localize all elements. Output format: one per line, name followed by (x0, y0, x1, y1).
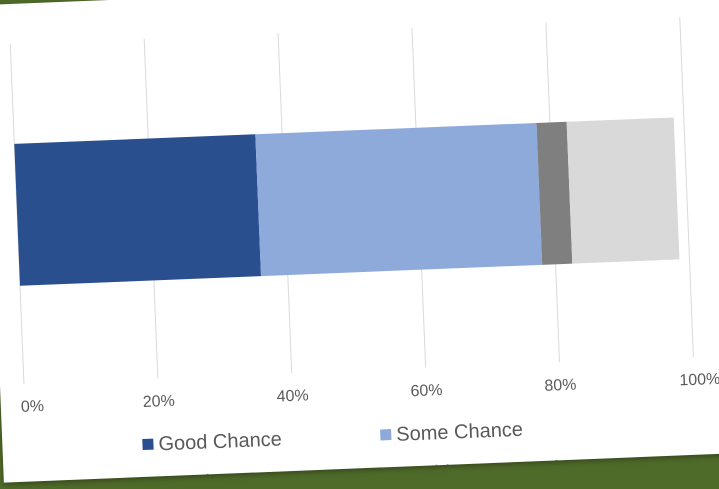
bar-segment-no-chance (536, 122, 572, 265)
legend-label-unable-to-determine: Unable to Determine (397, 456, 581, 482)
gridline (680, 17, 694, 357)
x-tick-label: 80% (544, 377, 577, 395)
x-tick-label: 60% (410, 382, 443, 400)
legend-label-good-chance: Good Chance (158, 428, 282, 455)
bar-segment-unable-to-determine (567, 117, 680, 263)
bar-segment-some-chance (255, 123, 542, 276)
bar-segments (14, 117, 679, 285)
legend-label-no-chance: No Chance (160, 469, 261, 482)
legend-swatch-some-chance (380, 429, 391, 440)
legend-label-some-chance: Some Chance (396, 419, 524, 446)
legend-swatch-no-chance (144, 479, 155, 483)
x-tick-label: 0% (21, 398, 45, 416)
x-tick-label: 100% (679, 371, 719, 390)
x-axis-ticks: 0% 20% 40% 60% 80% 100% (21, 371, 719, 416)
legend: Good Chance Some Chance No Chance Unable to… (142, 416, 582, 482)
legend-swatch-unable-to-determine (382, 469, 393, 480)
legend-swatch-good-chance (142, 439, 153, 450)
x-tick-label: 40% (276, 387, 309, 405)
x-tick-label: 20% (142, 393, 175, 411)
bar-segment-good-chance (14, 134, 261, 286)
